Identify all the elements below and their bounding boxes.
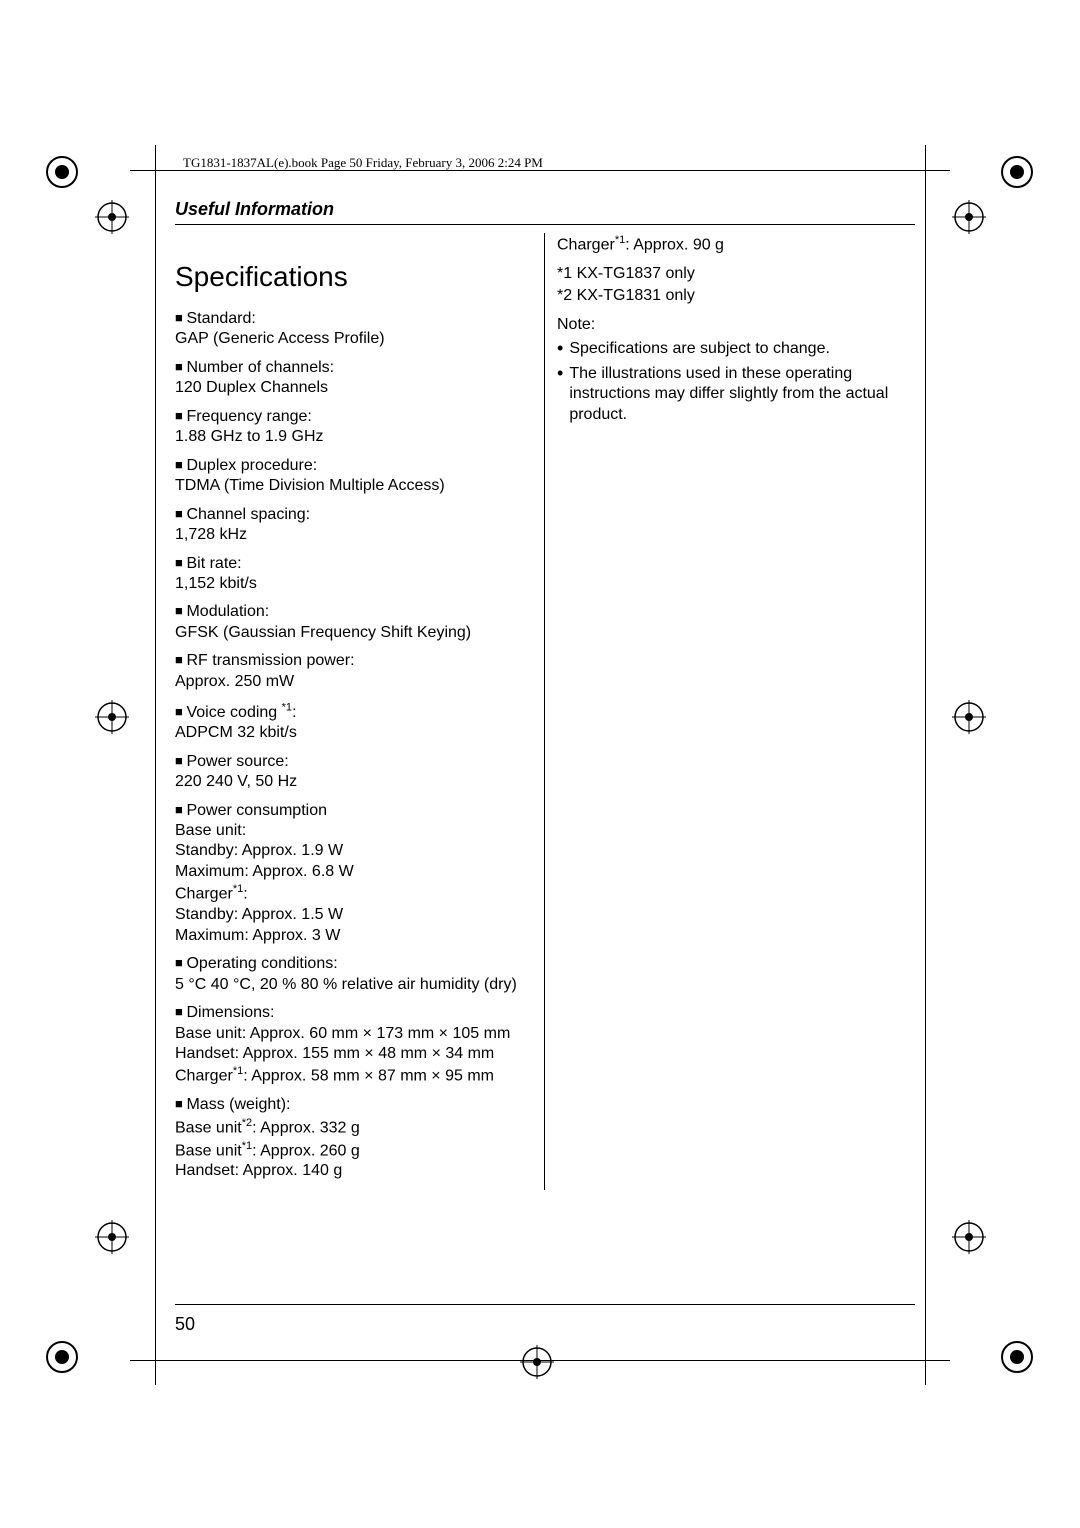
book-header-line: TG1831-1837AL(e).book Page 50 Friday, Fe… bbox=[175, 155, 915, 171]
spec-label: Bit rate: bbox=[175, 555, 242, 572]
crop-line-left bbox=[155, 145, 156, 1385]
spec-value-line: Handset: Approx. 155 mm × 48 mm × 34 mm bbox=[175, 1044, 532, 1064]
spec-item: Standard: GAP (Generic Access Profile) bbox=[175, 309, 532, 350]
charger-mass-line: Charger*1: Approx. 90 g bbox=[557, 233, 915, 256]
spec-item: Voice coding *1: ADPCM 32 kbit/s bbox=[175, 700, 532, 743]
spec-value-line: Base unit: Approx. 60 mm × 173 mm × 105 … bbox=[175, 1024, 532, 1044]
corner-mark-icon bbox=[45, 155, 79, 189]
bullet-icon: • bbox=[557, 339, 569, 359]
spec-item: RF transmission power: Approx. 250 mW bbox=[175, 651, 532, 692]
left-column: Specifications Standard: GAP (Generic Acc… bbox=[175, 233, 545, 1190]
specs-list: Standard: GAP (Generic Access Profile) Num… bbox=[175, 309, 532, 1182]
bottom-rule bbox=[175, 1304, 915, 1305]
footnote-line: *2 KX-TG1831 only bbox=[557, 286, 915, 306]
note-text: Specifications are subject to change. bbox=[569, 339, 830, 359]
spec-label: Number of channels: bbox=[175, 359, 334, 376]
spec-label: Power consumption bbox=[175, 802, 327, 819]
spec-item: Duplex procedure: TDMA (Time Division Mul… bbox=[175, 456, 532, 497]
two-column-layout: Specifications Standard: GAP (Generic Acc… bbox=[175, 233, 915, 1190]
registration-mark-icon bbox=[952, 700, 986, 734]
spec-value: 1,728 kHz bbox=[175, 525, 532, 545]
spec-value-line: Standby: Approx. 1.9 W bbox=[175, 841, 532, 861]
spec-label: Operating conditions: bbox=[175, 955, 338, 972]
spec-label: Voice coding *1: bbox=[175, 704, 297, 721]
spec-item: Number of channels: 120 Duplex Channels bbox=[175, 358, 532, 399]
corner-mark-icon bbox=[1000, 1340, 1034, 1374]
registration-mark-icon bbox=[952, 1220, 986, 1254]
crop-line-right bbox=[925, 145, 926, 1385]
registration-mark-icon bbox=[952, 200, 986, 234]
spec-value-line: Standby: Approx. 1.5 W bbox=[175, 905, 532, 925]
spec-label: Mass (weight): bbox=[175, 1096, 291, 1113]
spec-item: Modulation: GFSK (Gaussian Frequency Shif… bbox=[175, 602, 532, 643]
spec-value-line: Charger*1: bbox=[175, 882, 532, 905]
spec-item: Operating conditions: 5 °C 40 °C, 20 % 80… bbox=[175, 954, 532, 995]
spec-value: GAP (Generic Access Profile) bbox=[175, 329, 532, 349]
spec-value-line: Base unit*2: Approx. 332 g bbox=[175, 1116, 532, 1139]
spec-value: 1.88 GHz to 1.9 GHz bbox=[175, 427, 532, 447]
spec-item: Frequency range: 1.88 GHz to 1.9 GHz bbox=[175, 407, 532, 448]
footnote-line: *1 KX-TG1837 only bbox=[557, 264, 915, 284]
spec-item: Bit rate: 1,152 kbit/s bbox=[175, 554, 532, 595]
spec-value-line: Maximum: Approx. 3 W bbox=[175, 926, 532, 946]
spec-item: Power source: 220 240 V, 50 Hz bbox=[175, 752, 532, 793]
spec-value: GFSK (Gaussian Frequency Shift Keying) bbox=[175, 623, 532, 643]
spec-label: RF transmission power: bbox=[175, 652, 355, 669]
footnotes: *1 KX-TG1837 only*2 KX-TG1831 only bbox=[557, 264, 915, 307]
note-label: Note: bbox=[557, 315, 915, 335]
spec-value: 1,152 kbit/s bbox=[175, 574, 532, 594]
section-header: Useful Information bbox=[175, 199, 915, 225]
page-number: 50 bbox=[175, 1308, 195, 1335]
page-title: Specifications bbox=[175, 259, 532, 295]
spec-value: 5 °C 40 °C, 20 % 80 % relative air humid… bbox=[175, 975, 532, 995]
spec-item: Channel spacing: 1,728 kHz bbox=[175, 505, 532, 546]
registration-mark-icon bbox=[95, 700, 129, 734]
spec-value: Approx. 250 mW bbox=[175, 672, 532, 692]
spec-value-line: Base unit: bbox=[175, 821, 532, 841]
registration-mark-icon bbox=[95, 200, 129, 234]
spec-item: Mass (weight): Base unit*2: Approx. 332 g… bbox=[175, 1095, 532, 1182]
spec-value-line: Handset: Approx. 140 g bbox=[175, 1161, 532, 1181]
spec-label: Frequency range: bbox=[175, 408, 312, 425]
page-content: TG1831-1837AL(e).book Page 50 Friday, Fe… bbox=[175, 155, 915, 1335]
spec-item: Dimensions: Base unit: Approx. 60 mm × 17… bbox=[175, 1003, 532, 1087]
bullet-icon: • bbox=[557, 364, 569, 425]
corner-mark-icon bbox=[1000, 155, 1034, 189]
spec-label: Duplex procedure: bbox=[175, 457, 317, 474]
spec-value-line: Base unit*1: Approx. 260 g bbox=[175, 1139, 532, 1162]
note-text: The illustrations used in these operatin… bbox=[569, 364, 915, 425]
spec-value: TDMA (Time Division Multiple Access) bbox=[175, 476, 532, 496]
right-column: Charger*1: Approx. 90 g *1 KX-TG1837 onl… bbox=[545, 233, 915, 1190]
spec-value: 220 240 V, 50 Hz bbox=[175, 772, 532, 792]
note-item: •Specifications are subject to change. bbox=[557, 339, 915, 359]
registration-mark-icon bbox=[520, 1345, 554, 1379]
spec-label: Power source: bbox=[175, 753, 289, 770]
spec-label: Modulation: bbox=[175, 603, 269, 620]
spec-label: Standard: bbox=[175, 310, 256, 327]
registration-mark-icon bbox=[95, 1220, 129, 1254]
notes-list: •Specifications are subject to change.•T… bbox=[557, 339, 915, 425]
spec-item: Power consumptionBase unit:Standby: Appr… bbox=[175, 801, 532, 947]
spec-value: ADPCM 32 kbit/s bbox=[175, 723, 532, 743]
corner-mark-icon bbox=[45, 1340, 79, 1374]
spec-value-line: Maximum: Approx. 6.8 W bbox=[175, 862, 532, 882]
spec-label: Dimensions: bbox=[175, 1004, 275, 1021]
note-item: •The illustrations used in these operati… bbox=[557, 364, 915, 425]
spec-value: 120 Duplex Channels bbox=[175, 378, 532, 398]
spec-label: Channel spacing: bbox=[175, 506, 310, 523]
spec-value-line: Charger*1: Approx. 58 mm × 87 mm × 95 mm bbox=[175, 1064, 532, 1087]
